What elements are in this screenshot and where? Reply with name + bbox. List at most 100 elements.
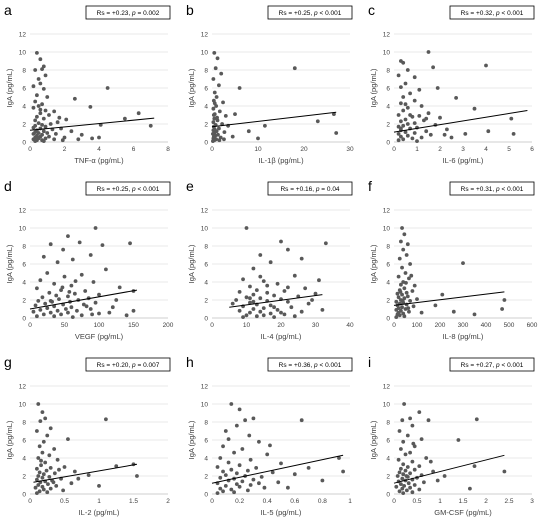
y-tick-label: 2 bbox=[386, 122, 390, 129]
stat-p-symbol: p bbox=[495, 186, 500, 193]
data-point bbox=[35, 429, 39, 433]
data-point bbox=[306, 301, 311, 306]
stat-text: Rs = +0.16, p = 0.04 bbox=[280, 186, 339, 193]
data-point bbox=[240, 479, 245, 484]
data-point bbox=[401, 462, 406, 467]
trend-line bbox=[29, 117, 155, 131]
data-point bbox=[289, 305, 294, 310]
x-tick-label: 0 bbox=[210, 322, 214, 329]
data-point bbox=[66, 294, 70, 299]
data-point bbox=[403, 468, 408, 473]
y-tick-label: 0 bbox=[204, 140, 208, 147]
data-point bbox=[52, 137, 57, 142]
y-tick-label: 8 bbox=[22, 244, 26, 251]
x-tick-label: 5 bbox=[507, 146, 511, 153]
panel-letter: i bbox=[368, 354, 371, 370]
y-tick-label: 12 bbox=[383, 208, 391, 215]
panel-letter: a bbox=[4, 2, 12, 18]
x-tick-label: 50 bbox=[61, 322, 69, 329]
data-point bbox=[72, 291, 77, 296]
data-point bbox=[41, 139, 46, 144]
data-point bbox=[248, 483, 253, 487]
stat-text: Rs = +0.32, p < 0.001 bbox=[461, 10, 524, 17]
data-point bbox=[261, 306, 266, 310]
data-point bbox=[263, 123, 267, 128]
data-point bbox=[412, 467, 417, 472]
data-point bbox=[38, 278, 43, 283]
y-tick-label: 0 bbox=[22, 140, 26, 147]
y-tick-label: 2 bbox=[204, 474, 208, 481]
y-tick-label: 12 bbox=[383, 32, 391, 39]
data-point bbox=[212, 90, 217, 95]
stat-box bbox=[267, 5, 353, 20]
data-point bbox=[62, 465, 67, 469]
data-point bbox=[428, 459, 433, 464]
y-tick-label: 8 bbox=[386, 68, 390, 75]
data-point bbox=[211, 139, 215, 144]
y-tick-label: 0 bbox=[386, 316, 390, 323]
data-point bbox=[401, 108, 406, 113]
data-point bbox=[38, 107, 43, 112]
data-point bbox=[245, 468, 250, 473]
data-point bbox=[400, 265, 404, 270]
stat-p-symbol: p bbox=[495, 10, 500, 17]
data-point bbox=[33, 303, 38, 308]
x-tick-label: 3 bbox=[461, 146, 465, 153]
data-point bbox=[45, 306, 50, 310]
data-point bbox=[221, 444, 225, 449]
data-point bbox=[83, 289, 88, 293]
y-tick-label: 8 bbox=[204, 68, 208, 75]
data-point bbox=[47, 290, 52, 295]
x-tick-label: 3 bbox=[530, 498, 534, 505]
y-tick-label: 10 bbox=[201, 226, 209, 233]
x-tick-label: 150 bbox=[128, 322, 139, 329]
data-point bbox=[258, 274, 263, 279]
data-point bbox=[35, 93, 39, 98]
data-point bbox=[234, 298, 239, 302]
panel-e: e 0 2 4 6 8 10 12 0 10 20 30 40 IL-4 (pg/mL) IgA (pg/m… bbox=[186, 178, 354, 341]
data-point bbox=[38, 308, 43, 312]
stat-p-symbol: p bbox=[315, 186, 320, 193]
data-point bbox=[401, 472, 406, 477]
data-point bbox=[404, 488, 409, 493]
data-point bbox=[407, 309, 411, 314]
data-point bbox=[237, 86, 242, 90]
data-point bbox=[48, 466, 53, 470]
data-point bbox=[401, 439, 406, 444]
data-point bbox=[217, 138, 222, 143]
data-point bbox=[502, 298, 507, 302]
data-point bbox=[408, 299, 412, 303]
x-tick-label: 300 bbox=[458, 322, 469, 329]
data-point bbox=[37, 489, 42, 494]
data-point bbox=[424, 456, 429, 460]
x-axis-label: IL-1β (pg/mL) bbox=[258, 156, 304, 165]
data-point bbox=[62, 135, 67, 140]
data-point bbox=[410, 136, 415, 141]
data-point bbox=[37, 470, 42, 475]
x-axis-label: TNF-α (pg/mL) bbox=[74, 156, 124, 165]
data-point bbox=[232, 490, 236, 495]
data-point bbox=[223, 114, 228, 118]
data-point bbox=[66, 234, 70, 239]
panel-letter: c bbox=[368, 2, 375, 18]
data-point bbox=[215, 491, 220, 495]
y-tick-label: 0 bbox=[204, 492, 208, 499]
x-axis-label: IL-4 (pg/mL) bbox=[261, 332, 302, 341]
data-point bbox=[400, 486, 405, 491]
y-tick-label: 10 bbox=[201, 50, 209, 57]
x-tick-label: 6 bbox=[530, 146, 534, 153]
data-point bbox=[261, 313, 266, 318]
stat-rs: Rs = +0.20, bbox=[97, 362, 132, 369]
data-point bbox=[257, 439, 261, 444]
panel-b: b 0 2 4 6 8 10 12 0 10 20 30 IL-1β (pg/mL) IgA (pg/mL… bbox=[186, 2, 354, 165]
stat-box bbox=[85, 357, 171, 372]
trend-line bbox=[393, 454, 505, 484]
data-point bbox=[258, 253, 263, 257]
y-tick-label: 2 bbox=[22, 474, 26, 481]
data-point bbox=[48, 122, 53, 126]
x-tick-label: 30 bbox=[346, 146, 354, 153]
x-tick-label: 6 bbox=[132, 146, 136, 153]
data-point bbox=[76, 137, 81, 142]
data-point bbox=[251, 299, 256, 304]
